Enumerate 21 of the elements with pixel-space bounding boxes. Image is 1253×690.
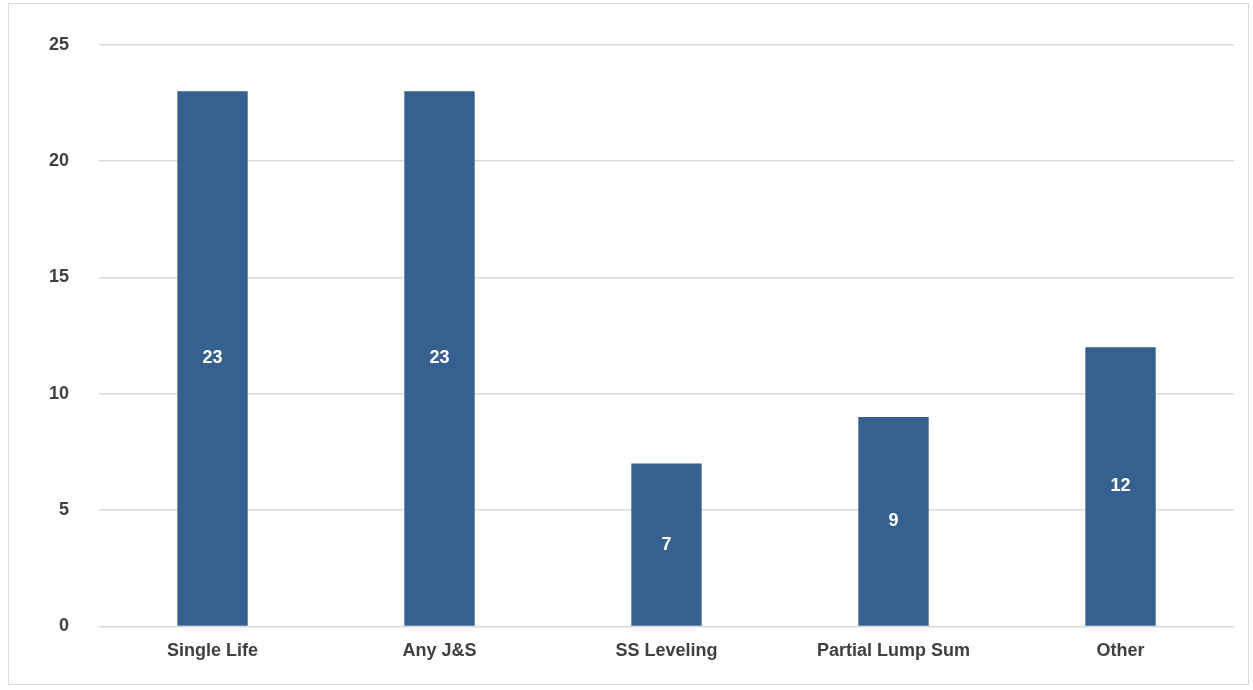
y-tick-label: 25 — [48, 33, 70, 54]
bar — [404, 91, 475, 626]
data-label: 23 — [429, 347, 450, 368]
bar — [1085, 347, 1156, 626]
y-tick-label: 20 — [48, 150, 70, 171]
y-tick-label: 10 — [48, 382, 70, 403]
y-tick-label: 15 — [48, 266, 70, 287]
data-label: 7 — [661, 533, 672, 554]
bar — [177, 91, 248, 626]
x-tick-label: Single Life — [167, 640, 259, 661]
data-label: 12 — [1110, 475, 1131, 496]
bar — [631, 463, 702, 626]
y-tick-label: 0 — [59, 615, 70, 636]
y-tick-label: 5 — [59, 499, 70, 520]
bar — [858, 417, 929, 626]
x-tick-label: SS Leveling — [615, 640, 718, 661]
data-label: 9 — [888, 510, 899, 531]
x-tick-label: Other — [1096, 640, 1145, 661]
x-tick-label: Partial Lump Sum — [816, 640, 971, 661]
data-label: 23 — [202, 347, 223, 368]
x-tick-label: Any J&S — [402, 640, 477, 661]
